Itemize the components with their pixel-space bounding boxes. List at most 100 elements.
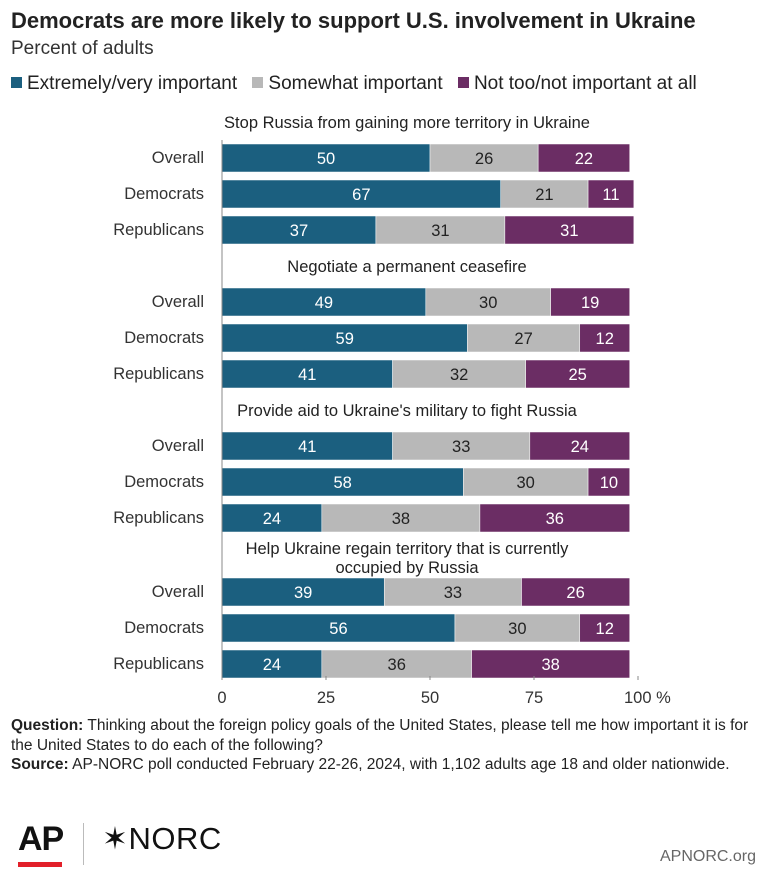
bar-segment-extremely-very <box>221 287 427 317</box>
row-label: Republicans <box>113 655 204 673</box>
legend-label: Somewhat important <box>268 73 443 94</box>
legend-item-somewhat: Somewhat important <box>252 73 443 95</box>
x-tick-label: 25 <box>317 689 335 707</box>
data-label: 36 <box>546 510 564 528</box>
data-label: 58 <box>333 474 351 492</box>
data-label: 59 <box>336 330 354 348</box>
x-tick-label: 100 % <box>624 689 671 707</box>
data-label: 10 <box>600 474 618 492</box>
data-label: 19 <box>581 294 599 312</box>
bar-segment-somewhat <box>500 179 589 209</box>
norc-star-icon: ✶ <box>102 821 129 856</box>
footnote: Question: Thinking about the foreign pol… <box>11 716 759 775</box>
data-label: 24 <box>263 656 281 674</box>
bar-segment-extremely-very <box>221 359 393 389</box>
legend-item-extremely-very: Extremely/very important <box>11 73 237 95</box>
data-label: 30 <box>508 620 526 638</box>
x-tick-label: 0 <box>217 689 226 707</box>
bar-segment-extremely-very <box>221 503 323 533</box>
ap-logo-underline <box>18 862 62 867</box>
bar-segment-not-important <box>521 577 630 607</box>
group-title: Negotiate a permanent ceasefire <box>287 258 526 276</box>
row-label: Overall <box>152 583 204 601</box>
norc-logo-text: NORC <box>128 821 222 856</box>
data-label: 24 <box>571 438 589 456</box>
data-label: 39 <box>294 584 312 602</box>
source-text: AP-NORC poll conducted February 22-26, 2… <box>72 756 730 773</box>
row-label: Democrats <box>124 473 204 491</box>
row-label: Republicans <box>113 221 204 239</box>
legend-swatch <box>11 77 22 88</box>
data-label: 49 <box>315 294 333 312</box>
bar-segment-not-important <box>471 649 630 679</box>
bar-segment-extremely-very <box>221 649 323 679</box>
norc-logo: ✶NORC <box>102 821 222 857</box>
bar-segment-extremely-very <box>221 215 377 245</box>
legend: Extremely/very important Somewhat import… <box>11 73 707 95</box>
data-label: 32 <box>450 366 468 384</box>
bar-segment-not-important <box>479 503 630 533</box>
data-label: 27 <box>514 330 532 348</box>
question-text: Thinking about the foreign policy goals … <box>11 717 749 754</box>
data-label: 67 <box>352 186 370 204</box>
row-label: Democrats <box>124 619 204 637</box>
legend-swatch <box>457 77 469 88</box>
bar-segment-somewhat <box>375 215 506 245</box>
legend-label: Extremely/very important <box>27 73 238 94</box>
bar-segment-somewhat <box>425 287 551 317</box>
data-label: 11 <box>602 186 619 204</box>
bar-segment-somewhat <box>383 577 522 607</box>
data-label: 22 <box>575 150 593 168</box>
x-tick-label: 75 <box>525 689 543 707</box>
data-label: 26 <box>475 150 493 168</box>
bar-segment-extremely-very <box>221 613 456 643</box>
bar-segment-not-important <box>525 359 630 389</box>
bar-segment-not-important <box>504 215 635 245</box>
site-url: APNORC.org <box>659 848 756 865</box>
data-label: 31 <box>560 222 578 240</box>
group-title: occupied by Russia <box>335 559 479 577</box>
group-title: Provide aid to Ukraine's military to fig… <box>237 402 578 420</box>
row-label: Democrats <box>124 185 204 203</box>
bar-segment-extremely-very <box>221 431 393 461</box>
row-label: Republicans <box>113 509 204 527</box>
bar-segment-somewhat <box>429 143 539 173</box>
bar-segment-not-important <box>529 431 630 461</box>
data-label: 12 <box>596 620 614 638</box>
logo-bar: AP ✶NORC APNORC.org <box>0 815 768 875</box>
legend-item-not-important: Not too/not important at all <box>457 73 697 95</box>
chart-title: Democrats are more likely to support U.S… <box>11 8 696 33</box>
row-label: Overall <box>152 437 204 455</box>
bar-segment-extremely-very <box>221 577 385 607</box>
data-label: 33 <box>452 438 470 456</box>
row-label: Overall <box>152 149 204 167</box>
data-label: 12 <box>596 330 614 348</box>
bar-segment-not-important <box>587 467 630 497</box>
data-label: 38 <box>392 510 410 528</box>
legend-swatch <box>252 77 264 88</box>
data-label: 33 <box>444 584 462 602</box>
row-label: Democrats <box>124 329 204 347</box>
data-label: 56 <box>329 620 347 638</box>
data-label: 41 <box>298 438 316 456</box>
chart-subtitle: Percent of adults <box>11 38 154 59</box>
bar-segment-somewhat <box>321 503 481 533</box>
question-label: Question: <box>11 717 84 734</box>
group-title: Stop Russia from gaining more territory … <box>224 114 590 132</box>
source-label: Source: <box>11 756 69 773</box>
bar-segment-not-important <box>587 179 635 209</box>
x-tick-label: 50 <box>421 689 439 707</box>
bar-segment-somewhat <box>467 323 581 353</box>
data-label: 36 <box>388 656 406 674</box>
ap-logo: AP <box>18 820 64 858</box>
data-label: 31 <box>431 222 449 240</box>
data-label: 21 <box>535 186 553 204</box>
bar-segment-extremely-very <box>221 179 501 209</box>
data-label: 30 <box>479 294 497 312</box>
row-label: Overall <box>152 293 204 311</box>
data-label: 41 <box>298 366 316 384</box>
stacked-bar-chart: Stop Russia from gaining more territory … <box>113 114 671 707</box>
bar-segment-not-important <box>579 323 630 353</box>
bar-segment-extremely-very <box>221 323 468 353</box>
data-label: 50 <box>317 150 335 168</box>
